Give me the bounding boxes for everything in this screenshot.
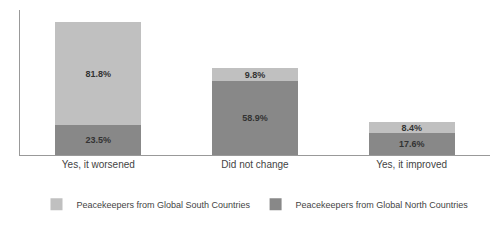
svg-text:8.4%: 8.4% (401, 123, 422, 133)
svg-text:Yes, it worsened: Yes, it worsened (62, 159, 135, 170)
svg-text:Yes, it improved: Yes, it improved (376, 159, 447, 170)
svg-text:Did not change: Did not change (221, 159, 289, 170)
svg-text:17.6%: 17.6% (399, 139, 425, 149)
svg-text:Peacekeepers from Global North: Peacekeepers from Global North Countries (296, 200, 469, 210)
svg-text:81.8%: 81.8% (86, 69, 112, 79)
svg-text:58.9%: 58.9% (242, 113, 268, 123)
svg-text:23.5%: 23.5% (86, 135, 112, 145)
svg-text:Peacekeepers from Global South: Peacekeepers from Global South Countries (77, 200, 251, 210)
svg-text:9.8%: 9.8% (245, 70, 266, 80)
